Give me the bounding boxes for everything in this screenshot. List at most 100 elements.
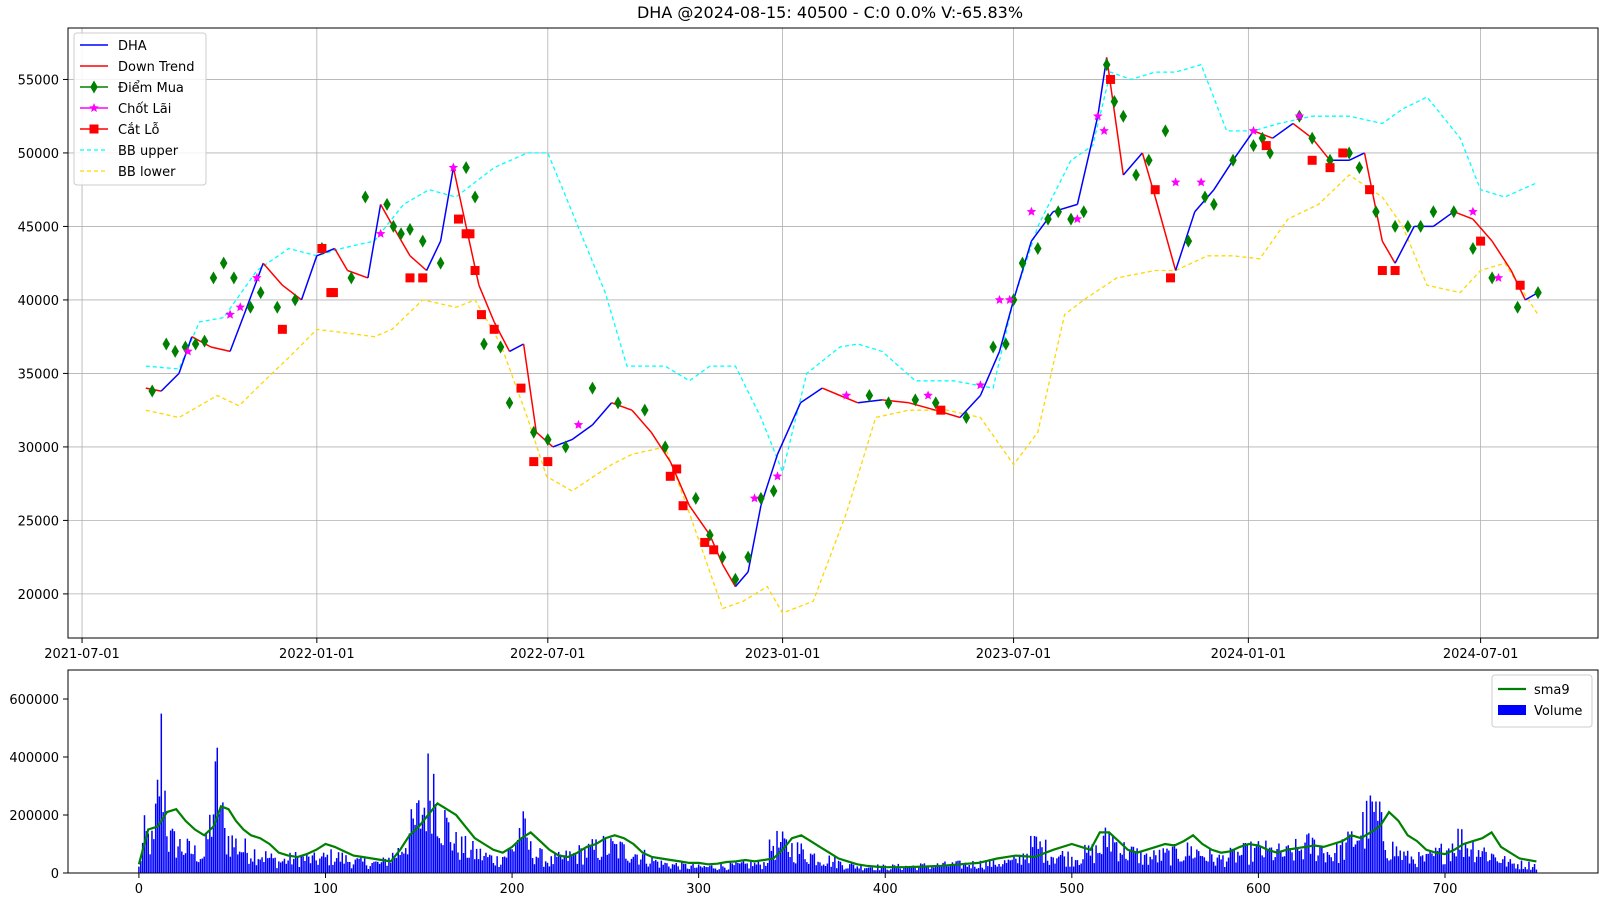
volume-bar: [410, 809, 413, 873]
volume-bar: [173, 831, 176, 873]
volume-bar: [554, 854, 556, 873]
volume-bar: [272, 858, 274, 873]
volume-bar: [1311, 837, 1314, 873]
buy-point-marker: [1002, 337, 1010, 351]
volume-bar: [1378, 801, 1381, 873]
take-profit-marker: [183, 346, 193, 356]
volume-bar: [970, 868, 972, 873]
volume-bar: [1207, 861, 1209, 873]
volume-bar: [516, 840, 519, 873]
volume-bar: [1339, 845, 1342, 873]
volume-bar: [869, 867, 872, 873]
volume-bar: [1072, 866, 1075, 873]
volume-bar: [996, 866, 998, 873]
volume-bar: [526, 837, 528, 873]
volume-bar: [1313, 839, 1316, 873]
volume-bar: [431, 833, 433, 873]
buy-point-marker: [1102, 58, 1111, 72]
buy-point-marker: [865, 388, 874, 402]
volume-bar: [1500, 863, 1502, 873]
volume-bar: [776, 830, 778, 873]
buy-point-marker: [757, 491, 765, 505]
volume-bar: [375, 861, 377, 873]
volume-bar: [1431, 853, 1433, 873]
volume-bar: [1302, 859, 1304, 873]
down-trend-segment: [650, 431, 671, 463]
volume-bar: [227, 836, 230, 873]
volume-bar: [197, 862, 200, 873]
take-profit-marker: [923, 390, 933, 400]
volume-bar: [466, 857, 469, 873]
volume-bar: [897, 863, 900, 873]
volume-bar: [716, 870, 719, 873]
volume-bar: [1377, 820, 1379, 873]
volume-bar: [1306, 834, 1308, 873]
volume-bar: [1164, 852, 1166, 873]
volume-bar: [1356, 840, 1359, 873]
volume-bar: [724, 867, 726, 873]
volume-bar: [1384, 850, 1387, 873]
stop-loss-marker: [700, 537, 710, 547]
volume-bar: [472, 841, 474, 873]
volume-bar: [798, 854, 801, 873]
volume-bar: [886, 869, 888, 873]
volume-bar: [1099, 852, 1101, 873]
volume-bar: [860, 864, 862, 873]
stop-loss-marker: [1261, 141, 1271, 151]
buy-point-marker: [291, 293, 299, 307]
price-segment: [776, 402, 802, 455]
legend-label: Down Trend: [118, 60, 195, 75]
volume-bar: [735, 861, 737, 873]
stop-loss-marker: [453, 214, 463, 224]
volume-bar: [585, 857, 588, 873]
volume-bar: [1175, 848, 1178, 873]
main-ticks: 2021-07-01 2022-01-01 2022-07-01 2023-01-01…: [18, 73, 1519, 662]
volume-bar: [847, 868, 849, 873]
down-trend-segment: [611, 402, 633, 411]
buy-point-marker: [200, 334, 209, 348]
volume-bar: [287, 860, 289, 873]
volume-bar: [229, 856, 232, 873]
buy-point-marker: [397, 227, 405, 241]
buy-point-marker: [530, 425, 538, 439]
legend-box: [73, 32, 207, 186]
volume-bar: [524, 818, 526, 873]
buy-point-marker: [1429, 205, 1438, 219]
volume-bar: [975, 868, 978, 873]
volume-bar: [223, 828, 226, 873]
buy-point-marker: [1079, 205, 1088, 219]
volume-bar: [1479, 857, 1482, 873]
volume-bar: [1392, 841, 1394, 873]
buy-point-marker: [661, 440, 669, 454]
volume-bar: [1050, 856, 1053, 873]
volume-bar: [918, 866, 920, 873]
volume-bar: [822, 864, 825, 873]
chart-title: DHA @2024-08-15: 40500 - C:0 0.0% V:-65.…: [637, 3, 1023, 22]
volume-bar: [1535, 869, 1538, 873]
down-trend-segment: [1154, 196, 1177, 271]
volume-bar: [1487, 861, 1489, 873]
volume-x-tick-label: 400: [873, 882, 898, 897]
volume-bar: [729, 862, 732, 873]
volume-bar: [923, 863, 926, 873]
take-profit-marker: [772, 471, 783, 481]
price-segment: [571, 424, 593, 441]
volume-bar: [789, 857, 791, 873]
price-segment: [1076, 116, 1099, 205]
volume-bar: [1490, 853, 1493, 873]
volume-bar: [496, 856, 498, 873]
volume-bar: [927, 866, 929, 873]
stop-loss-marker: [672, 464, 682, 474]
volume-bar: [1298, 851, 1301, 873]
stop-loss-marker: [665, 471, 675, 481]
volume-bar: [1020, 864, 1023, 873]
volume-bar: [425, 831, 427, 873]
take-profit-marker: [1294, 111, 1305, 121]
volume-bar: [1104, 827, 1107, 873]
volume-bar: [1336, 842, 1338, 873]
volume-bar: [1169, 865, 1172, 873]
volume-bar: [218, 813, 220, 873]
buy-point-marker: [744, 550, 752, 564]
volume-bar: [962, 864, 965, 873]
volume-bar: [1294, 838, 1297, 873]
